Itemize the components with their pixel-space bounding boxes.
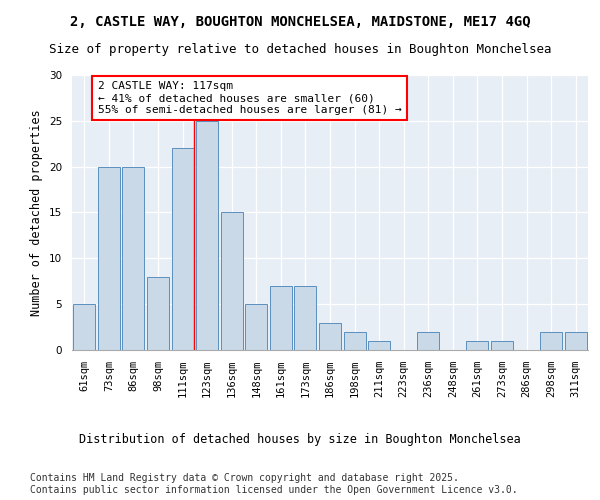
Bar	[270, 286, 292, 350]
Bar	[196, 121, 218, 350]
Text: 2, CASTLE WAY, BOUGHTON MONCHELSEA, MAIDSTONE, ME17 4GQ: 2, CASTLE WAY, BOUGHTON MONCHELSEA, MAID…	[70, 15, 530, 29]
Bar	[73, 304, 95, 350]
Bar	[98, 166, 120, 350]
Text: Distribution of detached houses by size in Boughton Monchelsea: Distribution of detached houses by size …	[79, 432, 521, 446]
Bar	[344, 332, 365, 350]
Y-axis label: Number of detached properties: Number of detached properties	[31, 109, 43, 316]
Bar	[540, 332, 562, 350]
Bar	[172, 148, 194, 350]
Text: 2 CASTLE WAY: 117sqm
← 41% of detached houses are smaller (60)
55% of semi-detac: 2 CASTLE WAY: 117sqm ← 41% of detached h…	[98, 82, 401, 114]
Text: Size of property relative to detached houses in Boughton Monchelsea: Size of property relative to detached ho…	[49, 42, 551, 56]
Text: Contains HM Land Registry data © Crown copyright and database right 2025.
Contai: Contains HM Land Registry data © Crown c…	[30, 474, 518, 495]
Bar	[221, 212, 243, 350]
Bar	[466, 341, 488, 350]
Bar	[245, 304, 268, 350]
Bar	[122, 166, 145, 350]
Bar	[417, 332, 439, 350]
Bar	[491, 341, 513, 350]
Bar	[319, 322, 341, 350]
Bar	[147, 276, 169, 350]
Bar	[565, 332, 587, 350]
Bar	[295, 286, 316, 350]
Bar	[368, 341, 390, 350]
